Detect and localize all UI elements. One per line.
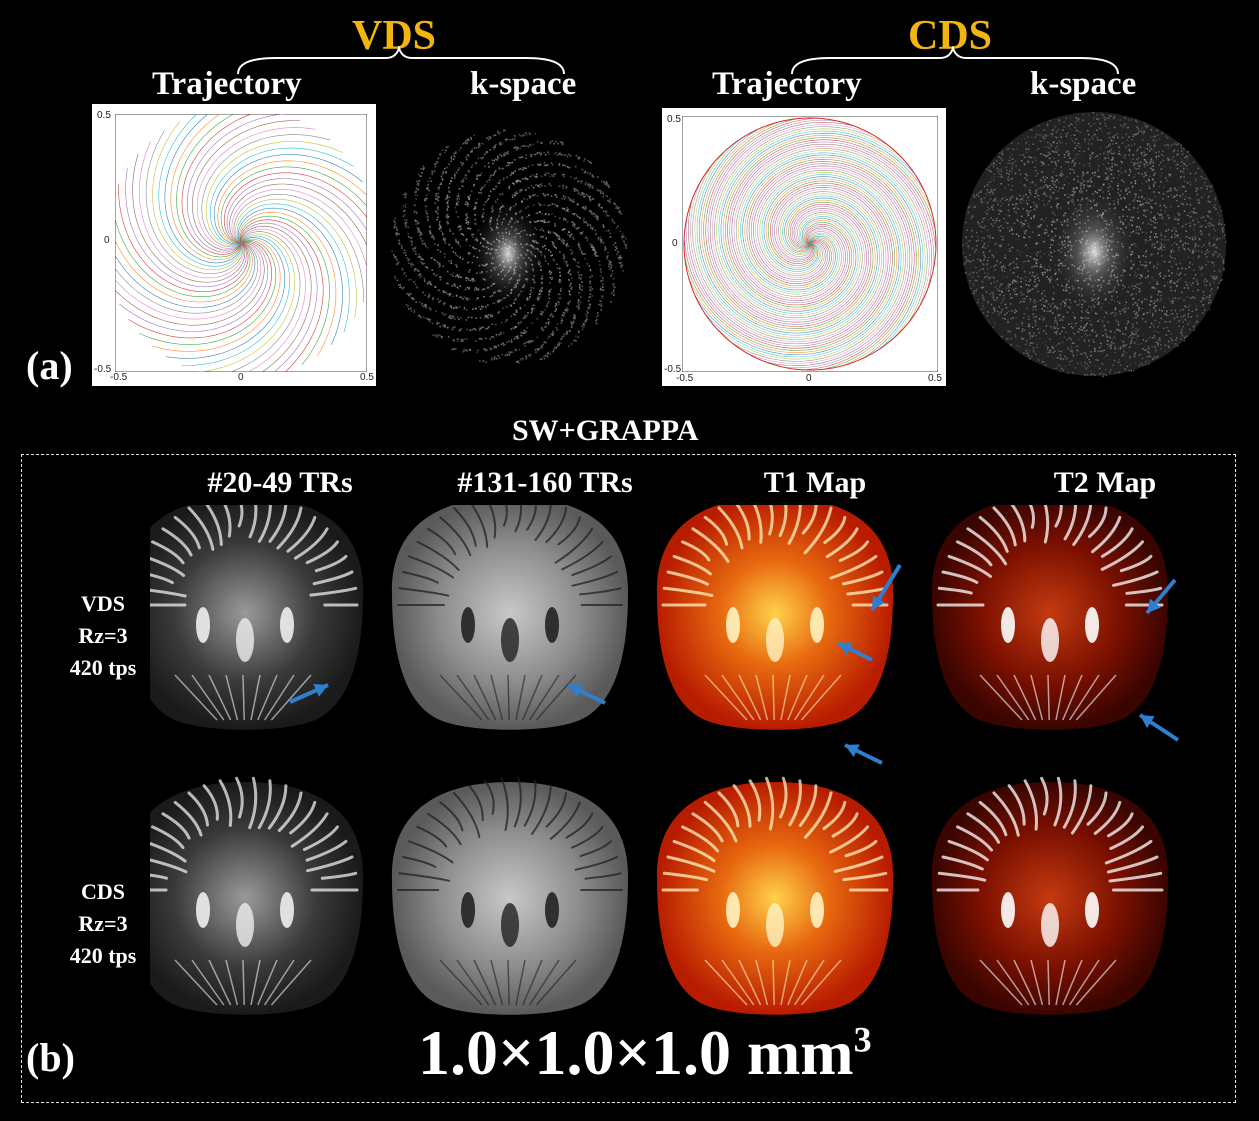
cds-x-mid: 0 xyxy=(806,373,812,384)
cds-trajectory-plot: 0.5 0 -0.5 -0.5 0 0.5 xyxy=(662,108,946,386)
vds-trajectory-plot: 0.5 0 -0.5 -0.5 0 0.5 xyxy=(92,104,376,386)
resolution-label: 1.0×1.0×1.0 mm3 xyxy=(418,1016,872,1090)
brain-r1-c1 xyxy=(150,505,364,730)
blue-arrow-6 xyxy=(1145,578,1177,615)
cds-kspace-image xyxy=(962,112,1227,378)
col-header-1: #20-49 TRs xyxy=(207,466,353,499)
brain-image-grid xyxy=(150,505,1180,1015)
row-vds-line3: 420 tps xyxy=(69,655,137,680)
cds-x-right: 0.5 xyxy=(928,373,942,384)
blue-arrow-5 xyxy=(844,743,883,765)
vds-title: VDS xyxy=(352,13,437,59)
row-cds-line1: CDS xyxy=(80,879,125,904)
row-label-vds: VDS Rz=3 420 tps xyxy=(48,588,158,684)
vds-x-right: 0.5 xyxy=(360,372,374,383)
panel-b-title: SW+GRAPPA xyxy=(512,414,699,447)
cds-kspace-label: k-space xyxy=(1030,66,1137,102)
blue-arrow-7 xyxy=(1138,713,1180,742)
row-cds-line3: 420 tps xyxy=(69,943,137,968)
row-vds-line1: VDS xyxy=(80,591,125,616)
brain-r1-c4 xyxy=(931,505,1169,730)
brain-r1-c2 xyxy=(391,505,629,730)
vds-kspace-label: k-space xyxy=(470,66,577,102)
col-header-4: T2 Map xyxy=(1053,466,1157,499)
vds-kspace-image xyxy=(391,129,628,364)
panel-b-frame xyxy=(21,454,1236,1103)
panel-b-label: (b) xyxy=(26,1035,75,1080)
cds-x-left: -0.5 xyxy=(676,373,694,384)
vds-spiral-arms xyxy=(115,114,367,372)
vds-y-mid: 0 xyxy=(104,235,110,246)
col-header-2: #131-160 TRs xyxy=(457,466,633,499)
vds-y-top: 0.5 xyxy=(97,110,111,121)
vds-brace xyxy=(237,46,565,75)
brain-r1-c3 xyxy=(656,505,894,730)
row-vds-line2: Rz=3 xyxy=(78,623,128,648)
brain-r2-c2 xyxy=(391,777,629,1015)
row-label-cds: CDS Rz=3 420 tps xyxy=(48,876,158,972)
blue-arrow-1 xyxy=(289,683,329,704)
col-header-3: T1 Map xyxy=(763,466,867,499)
cds-y-bottom: -0.5 xyxy=(664,364,682,375)
row-cds-line2: Rz=3 xyxy=(78,911,128,936)
blue-arrow-3 xyxy=(870,563,902,612)
blue-arrow-4 xyxy=(837,641,873,662)
cds-title: CDS xyxy=(908,13,993,59)
panel-a-label: (a) xyxy=(26,343,73,388)
cds-spiral-arms xyxy=(683,117,937,371)
cds-y-mid: 0 xyxy=(672,238,678,249)
vds-y-bottom: -0.5 xyxy=(94,364,112,375)
blue-arrow-2 xyxy=(567,683,606,705)
cds-brace xyxy=(791,46,1119,75)
brain-r2-c4 xyxy=(931,776,1169,1015)
brain-r2-c3 xyxy=(656,776,894,1015)
vds-trajectory-label: Trajectory xyxy=(152,66,302,102)
vds-x-mid: 0 xyxy=(238,372,244,383)
brain-r2-c1 xyxy=(150,776,364,1015)
cds-y-top: 0.5 xyxy=(667,114,681,125)
resolution-text: 1.0×1.0×1.0 mm xyxy=(418,1017,854,1088)
cds-trajectory-label: Trajectory xyxy=(712,66,862,102)
resolution-exponent: 3 xyxy=(853,1019,872,1060)
vds-x-left: -0.5 xyxy=(110,372,128,383)
